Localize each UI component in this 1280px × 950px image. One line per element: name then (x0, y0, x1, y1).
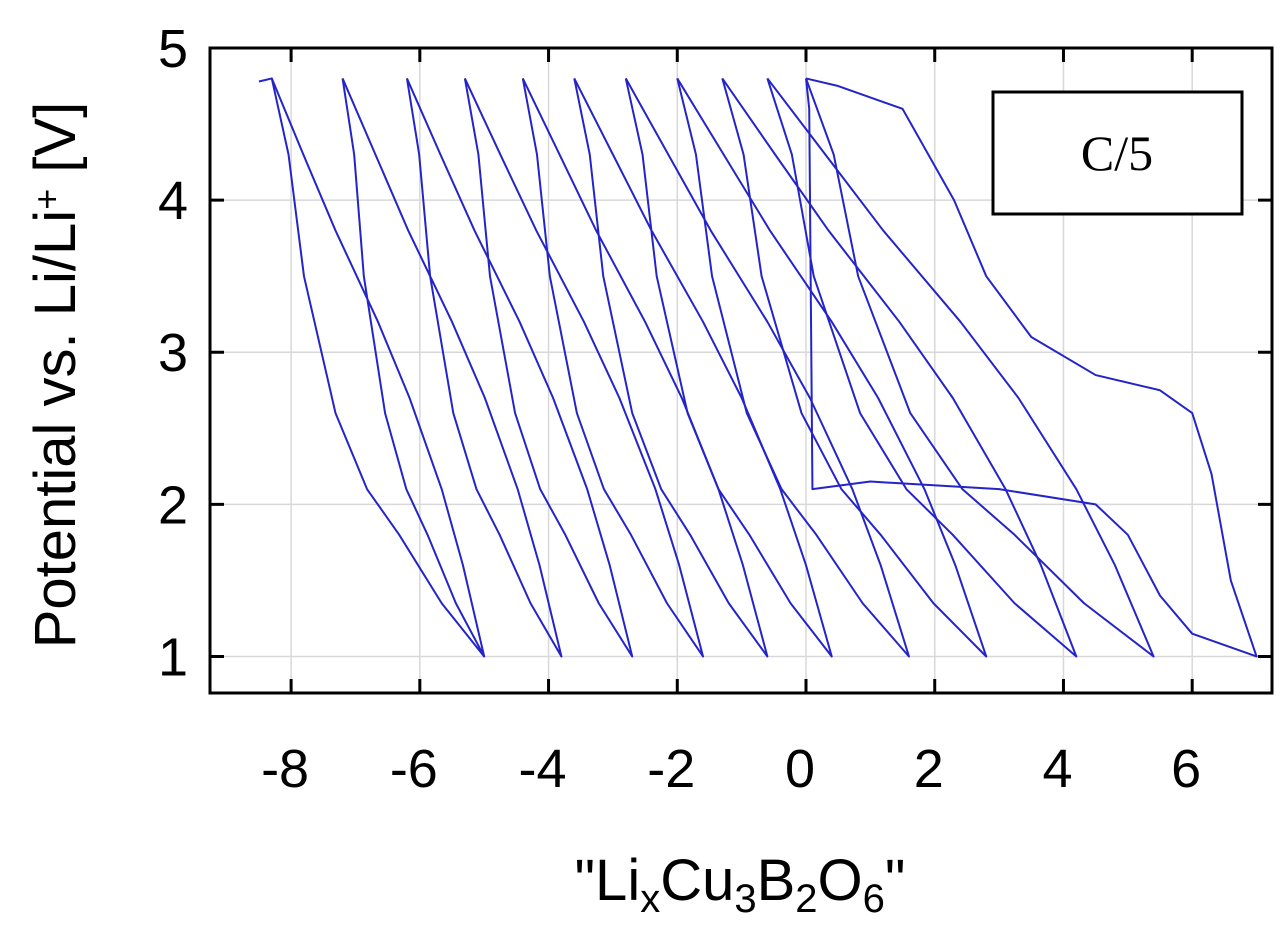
label-part: O (818, 848, 863, 913)
y-tick-label: 1 (158, 627, 188, 687)
label-part: Cu (660, 848, 734, 913)
y-tick-label: 2 (158, 475, 188, 535)
label-part: Potential vs. Li/Li (23, 210, 88, 648)
annotation: C/5 (1081, 125, 1153, 181)
x-tick-label: -6 (390, 739, 438, 799)
curve (406, 78, 634, 658)
curve (676, 77, 988, 658)
label-part: 3 (734, 877, 756, 921)
curve (258, 77, 485, 658)
x-axis-label: "LixCu3B2O6" (574, 848, 905, 921)
label-part: + (26, 189, 67, 210)
x-tick-label: 0 (785, 739, 815, 799)
label-part: " (885, 848, 906, 913)
y-axis-label: Potential vs. Li/Li+ [V] (23, 102, 88, 649)
curve (805, 77, 1258, 658)
ticks: 1 2 3 4 5 -8 -6 -4 -2 0 2 4 6 (158, 19, 1272, 799)
curve (721, 77, 1078, 658)
curves (258, 77, 1258, 658)
label-part: 6 (863, 877, 885, 921)
x-tick-label: 2 (914, 739, 944, 799)
label-part: B (757, 848, 796, 913)
curve (521, 77, 769, 658)
curve (624, 77, 910, 658)
label-part: x (640, 877, 660, 921)
x-tick-label: 6 (1171, 739, 1201, 799)
x-tick-label: -8 (261, 739, 309, 799)
curve (341, 78, 563, 658)
label-part: 2 (795, 877, 817, 921)
curve (463, 77, 705, 658)
plot-frame (208, 46, 1274, 695)
annotation-box (991, 90, 1244, 216)
y-tick-label: 3 (158, 323, 188, 383)
curve (766, 77, 1155, 658)
curve (573, 77, 833, 658)
y-tick-label: 4 (158, 171, 188, 231)
x-tick-label: 4 (1042, 739, 1072, 799)
label-part: [V] (23, 102, 88, 189)
x-tick-label: -2 (647, 739, 695, 799)
x-tick-label: -4 (519, 739, 567, 799)
y-tick-label: 5 (158, 19, 188, 79)
label-part: "Li (574, 848, 640, 913)
